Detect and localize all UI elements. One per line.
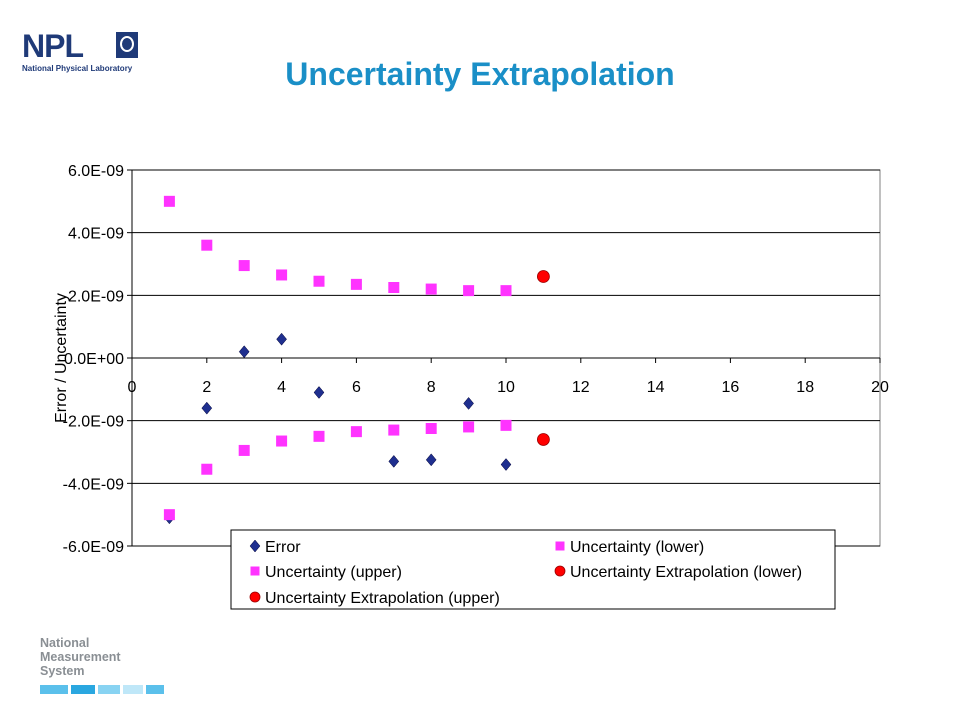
nms-color-bar xyxy=(98,685,120,694)
uncertainty-upper-point xyxy=(276,269,288,281)
uncertainty-upper-point xyxy=(313,275,325,287)
x-tick-label: 20 xyxy=(871,379,889,396)
legend-marker xyxy=(250,566,260,576)
legend-label: Uncertainty (upper) xyxy=(265,564,402,581)
npl-logo-subtitle: National Physical Laboratory xyxy=(22,64,133,73)
legend-label: Uncertainty (lower) xyxy=(570,539,704,556)
uncertainty-lower-point xyxy=(313,430,325,442)
nms-color-bar xyxy=(123,685,143,694)
error-point xyxy=(463,397,474,410)
error-point xyxy=(201,401,213,415)
error-point xyxy=(276,332,287,346)
legend-label: Uncertainty Extrapolation (upper) xyxy=(265,590,500,607)
error-point xyxy=(238,345,250,359)
uncertainty-lower-point xyxy=(238,444,250,456)
y-tick-label: -4.0E-09 xyxy=(63,476,124,493)
uncertainty-lower-point xyxy=(276,435,288,447)
uncertainty-lower-point xyxy=(463,421,475,433)
nms-logo: National Measurement System xyxy=(40,636,164,698)
npl-logo: NPL National Physical Laboratory xyxy=(22,30,140,76)
error-point xyxy=(313,386,325,399)
nms-line-3: System xyxy=(40,664,85,678)
uncertainty-upper-point xyxy=(163,195,175,207)
uncertainty-upper-point xyxy=(238,260,250,272)
x-tick-label: 0 xyxy=(128,379,137,396)
uncertainty-lower-point xyxy=(425,423,437,434)
uncertainty-lower-point xyxy=(201,463,213,475)
uncertainty-upper-point xyxy=(388,282,400,293)
uncertainty-extrapolation-lower-point xyxy=(537,433,550,446)
x-tick-label: 12 xyxy=(572,379,590,396)
x-tick-label: 16 xyxy=(722,379,740,396)
nms-color-bar xyxy=(71,685,95,694)
uncertainty-upper-point xyxy=(463,285,475,297)
uncertainty-upper-point xyxy=(500,285,512,297)
uncertainty-lower-point xyxy=(500,419,512,431)
y-tick-label: -2.0E-09 xyxy=(63,414,124,431)
npl-crest-icon xyxy=(116,32,138,58)
y-axis-label: Error / Uncertainty xyxy=(53,293,70,423)
legend-marker xyxy=(249,539,261,553)
legend-label: Error xyxy=(265,539,301,556)
nms-line-2: Measurement xyxy=(40,650,121,664)
x-tick-label: 6 xyxy=(352,379,361,396)
nms-line-1: National xyxy=(40,636,90,650)
uncertainty-upper-point xyxy=(201,239,213,251)
uncertainty-extrapolation-upper-point xyxy=(537,270,550,283)
x-tick-label: 10 xyxy=(497,379,515,396)
legend-label: Uncertainty Extrapolation (lower) xyxy=(570,564,802,581)
legend-marker xyxy=(554,565,566,577)
slide-title: Uncertainty Extrapolation xyxy=(285,56,675,92)
nms-color-bar xyxy=(146,685,164,694)
legend-marker xyxy=(555,541,565,551)
uncertainty-lower-point xyxy=(350,426,362,438)
legend-marker xyxy=(249,591,261,603)
nms-color-bar xyxy=(40,685,68,694)
npl-logo-text: NPL xyxy=(22,28,84,64)
y-tick-label: 0.0E+00 xyxy=(64,351,124,368)
uncertainty-lower-point xyxy=(163,509,175,521)
x-tick-label: 4 xyxy=(277,379,286,396)
x-tick-label: 2 xyxy=(202,379,211,396)
legend-box xyxy=(230,529,836,610)
error-point xyxy=(500,458,512,471)
uncertainty-upper-point xyxy=(350,278,362,290)
uncertainty-upper-point xyxy=(425,283,437,295)
x-tick-label: 8 xyxy=(427,379,436,396)
y-tick-label: 2.0E-09 xyxy=(68,288,124,305)
y-tick-label: 6.0E-09 xyxy=(68,163,124,180)
uncertainty-lower-point xyxy=(388,424,400,436)
x-tick-label: 18 xyxy=(796,379,814,396)
y-tick-label: -6.0E-09 xyxy=(63,539,124,556)
x-tick-label: 14 xyxy=(647,379,665,396)
error-point xyxy=(425,453,437,467)
y-tick-label: 4.0E-09 xyxy=(68,226,124,243)
error-point xyxy=(388,455,400,468)
